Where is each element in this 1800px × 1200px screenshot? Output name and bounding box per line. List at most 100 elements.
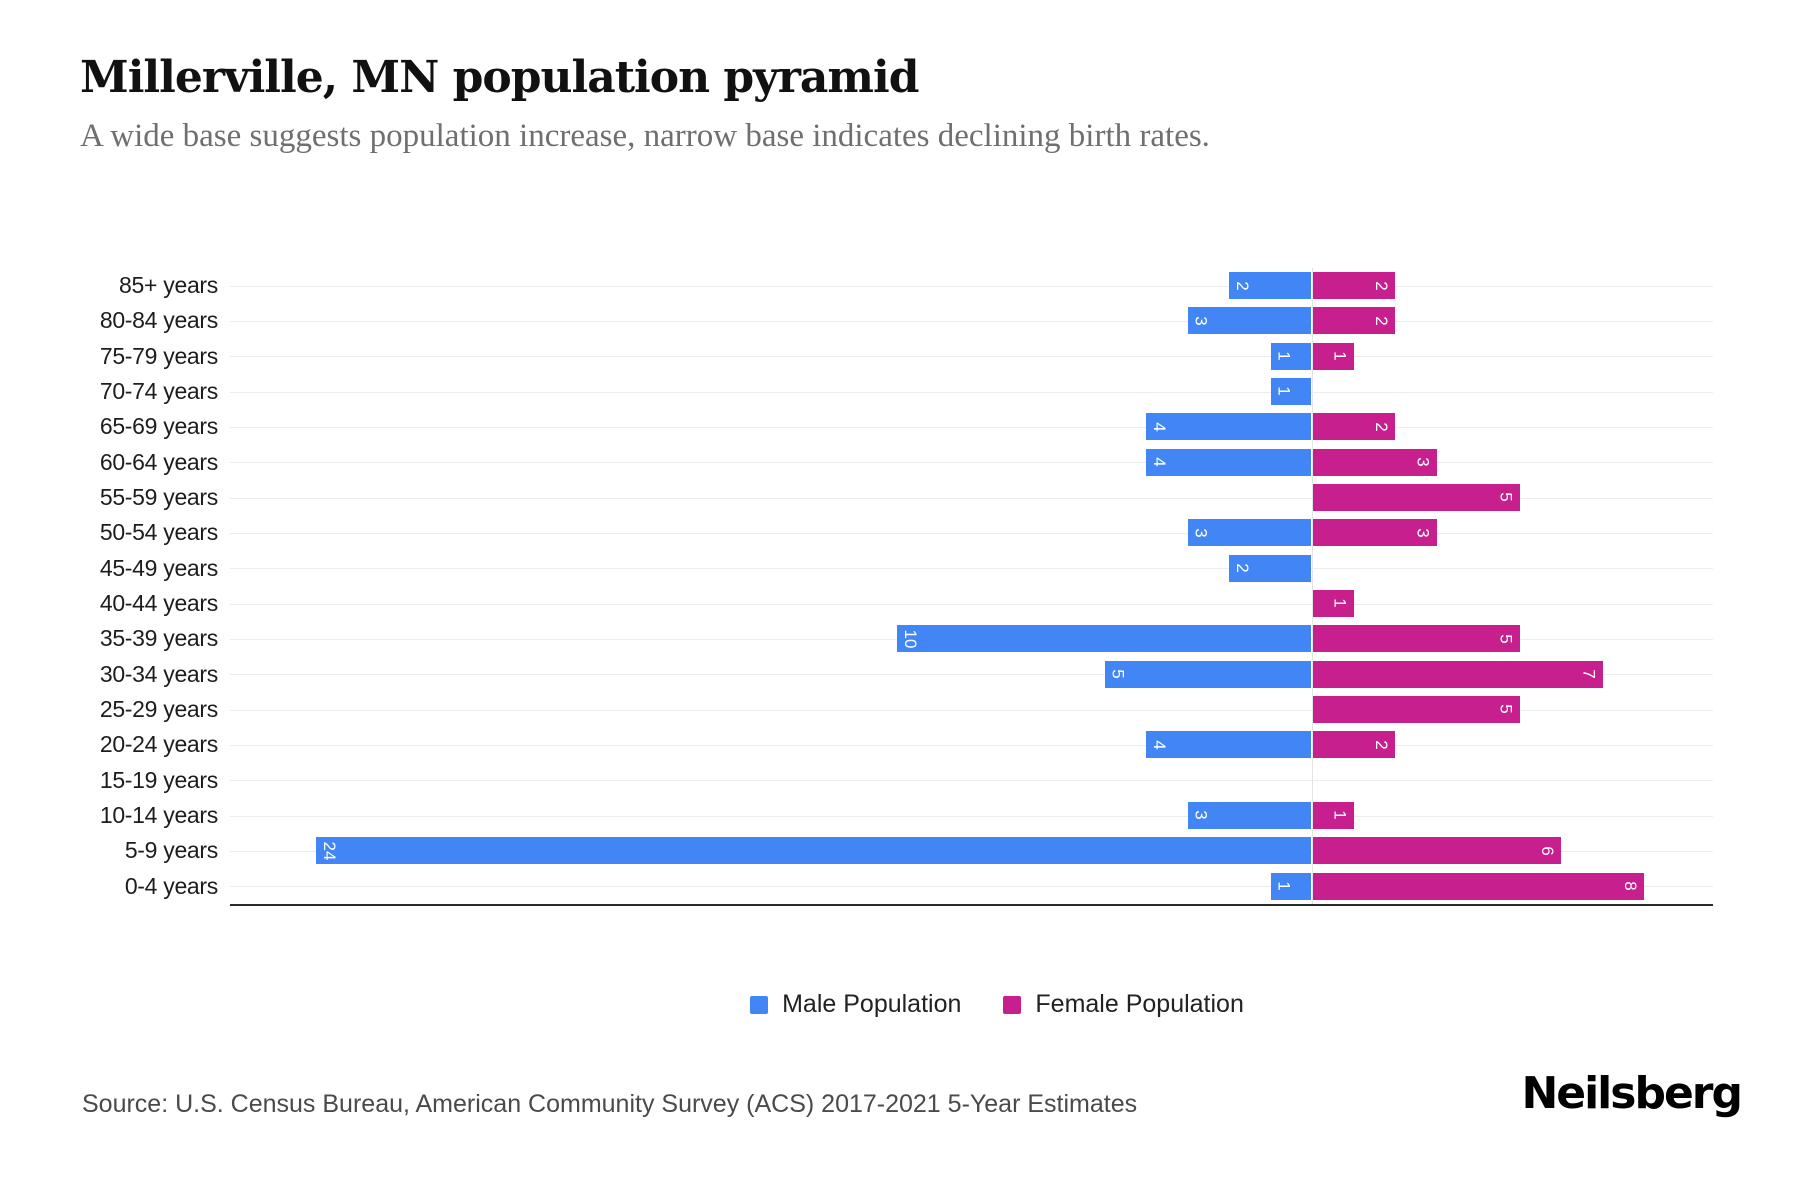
male-bar-value: 24 [320, 841, 339, 861]
gridline [230, 532, 1713, 534]
male-bar[interactable]: 10 [897, 625, 1311, 653]
male-bar[interactable]: 4 [1146, 413, 1311, 441]
x-axis-line [230, 904, 1713, 906]
male-bar-value: 4 [1150, 457, 1169, 467]
legend-item-female[interactable]: Female Population [1003, 990, 1244, 1019]
female-bar-value: 5 [1496, 492, 1516, 503]
female-bar[interactable]: 1 [1313, 589, 1354, 617]
male-legend-swatch [750, 995, 769, 1014]
male-bar[interactable]: 3 [1187, 307, 1311, 335]
y-axis-label: 55-59 years [99, 483, 218, 510]
female-bar[interactable]: 3 [1313, 448, 1437, 476]
female-bar[interactable]: 5 [1313, 695, 1520, 723]
female-bar[interactable]: 3 [1313, 519, 1437, 547]
female-bar[interactable]: 5 [1313, 483, 1520, 511]
male-bar-value: 4 [1150, 422, 1169, 432]
female-bar-value: 2 [1372, 422, 1391, 432]
female-bar[interactable]: 1 [1313, 801, 1354, 829]
female-bar[interactable]: 2 [1313, 307, 1395, 335]
gridline [230, 391, 1713, 393]
gridline [230, 426, 1713, 428]
gridline [230, 815, 1713, 817]
male-bar-value: 1 [1274, 386, 1294, 397]
male-bar-value: 2 [1233, 280, 1252, 291]
female-bar-value: 3 [1413, 528, 1433, 538]
male-bar[interactable]: 1 [1270, 342, 1311, 370]
female-bar[interactable]: 7 [1313, 660, 1603, 688]
gridline [230, 285, 1713, 287]
female-legend-label: Female Population [1035, 990, 1244, 1018]
male-bar[interactable]: 2 [1229, 272, 1311, 299]
gridline [230, 356, 1713, 358]
y-axis-label: 10-14 years [99, 801, 218, 828]
male-legend-label: Male Population [782, 990, 962, 1018]
y-axis-label: 80-84 years [99, 307, 218, 334]
y-axis-label: 70-74 years [99, 377, 218, 404]
male-bar[interactable]: 3 [1187, 519, 1311, 547]
population-pyramid-chart: 85+ years 80-84 years 75-79 years 70-74 yea… [0, 268, 1800, 928]
male-bar-value: 5 [1108, 669, 1128, 679]
gridline [230, 497, 1713, 499]
pyramid-row: 1 [230, 586, 1713, 621]
male-bar-value: 1 [1274, 351, 1294, 361]
female-bar[interactable]: 5 [1313, 625, 1520, 653]
y-axis-label: 60-64 years [99, 448, 218, 475]
pyramid-row: 5 [230, 692, 1713, 727]
legend-item-male[interactable]: Male Population [750, 990, 961, 1019]
female-bar-value: 5 [1496, 704, 1516, 715]
y-axis-label: 5-9 years [124, 837, 218, 864]
y-axis-label: 30-34 years [99, 660, 218, 687]
neilsberg-logo[interactable]: Neilsberg [1521, 1068, 1743, 1119]
y-axis-label: 45-49 years [99, 554, 218, 581]
male-bar-value: 4 [1150, 740, 1169, 750]
plot-area: 2 2 3 2 1 1 1 4 2 4 3 5 3 3 2 1 10 5 5 7 5 4 2 3 1 24 6 1 8 [230, 268, 1713, 904]
female-bar[interactable]: 2 [1313, 731, 1395, 759]
female-bar-value: 1 [1330, 351, 1350, 361]
center-axis-line [1312, 268, 1313, 904]
male-bar[interactable]: 4 [1146, 731, 1311, 759]
male-bar-value: 3 [1191, 810, 1211, 821]
male-bar[interactable]: 3 [1187, 801, 1311, 829]
male-bar[interactable]: 5 [1104, 660, 1311, 688]
y-axis-label: 25-29 years [99, 695, 218, 722]
gridline [230, 780, 1713, 782]
female-bar-value: 1 [1330, 598, 1350, 609]
legend: Male Population Female Population [97, 990, 1800, 1019]
female-bar[interactable]: 8 [1313, 872, 1644, 900]
female-bar-value: 1 [1330, 810, 1350, 821]
female-bar-value: 2 [1372, 316, 1391, 326]
y-axis-label: 20-24 years [99, 731, 218, 758]
male-bar[interactable]: 1 [1270, 872, 1311, 900]
female-bar[interactable]: 1 [1313, 342, 1354, 370]
gridline [230, 320, 1713, 322]
gridline [230, 674, 1713, 676]
y-axis-label: 50-54 years [99, 519, 218, 546]
female-bar-value: 2 [1372, 740, 1391, 750]
male-bar-value: 3 [1191, 528, 1211, 538]
female-bar[interactable]: 2 [1313, 272, 1395, 299]
gridline [230, 568, 1713, 570]
pyramid-row: 5 [230, 480, 1713, 515]
female-bar[interactable]: 2 [1313, 413, 1395, 441]
male-bar[interactable]: 2 [1229, 554, 1311, 582]
chart-title: Millerville, MN population pyramid [80, 52, 919, 103]
male-bar-value: 3 [1191, 316, 1211, 326]
female-bar[interactable]: 6 [1313, 837, 1561, 865]
male-bar[interactable]: 1 [1270, 377, 1311, 405]
pyramid-row: 2 [230, 551, 1713, 586]
female-bar-value: 6 [1538, 846, 1557, 856]
source-attribution: Source: U.S. Census Bureau, American Com… [82, 1090, 1138, 1118]
male-bar[interactable]: 24 [316, 837, 1311, 865]
y-axis-label: 85+ years [119, 272, 218, 298]
gridline [230, 462, 1713, 464]
male-bar[interactable]: 4 [1146, 448, 1311, 476]
y-axis-label: 35-39 years [99, 625, 218, 652]
female-bar-value: 7 [1579, 669, 1599, 679]
male-bar-value: 1 [1274, 881, 1294, 891]
